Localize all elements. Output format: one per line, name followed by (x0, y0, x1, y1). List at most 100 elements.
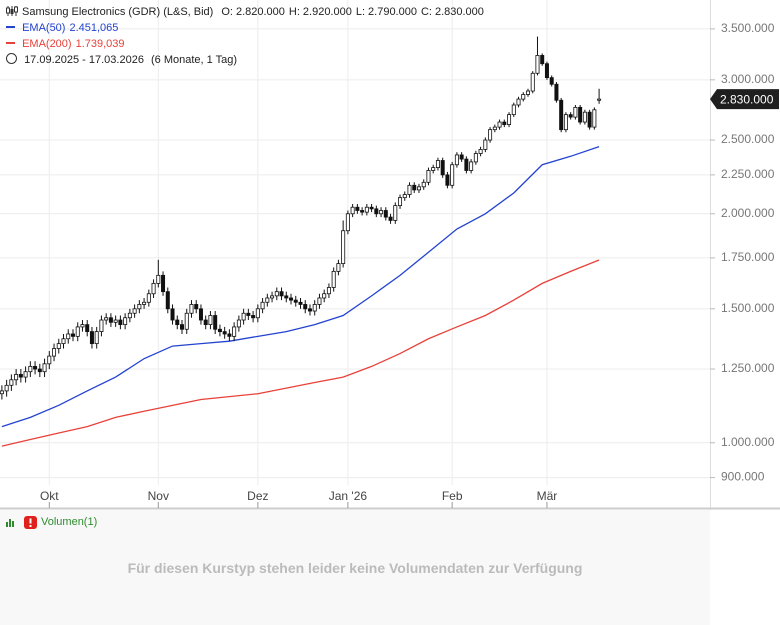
candle-body (137, 304, 142, 310)
candle-body (61, 338, 66, 345)
candle-body (578, 106, 583, 123)
ohlc-value: 2.790.000 (368, 6, 417, 18)
candle-body (516, 98, 521, 106)
legend-swatch (6, 26, 15, 28)
candle-body (255, 308, 260, 319)
candle-body (412, 184, 417, 191)
candle-body (592, 109, 597, 128)
chart: 900.000 1.000.000 1.250.000 1.500.000 1.750.… (0, 0, 780, 510)
ohlc-value: 2.820.000 (235, 6, 285, 18)
x-tick-label: Jan '26 (329, 489, 368, 503)
candle-body (473, 153, 478, 163)
candle-body (407, 184, 412, 195)
y-tick-label: 900.000 (721, 470, 765, 484)
x-tick-label: Nov (148, 489, 169, 503)
candle-body (445, 174, 450, 186)
candle-body (383, 210, 388, 218)
candle-body (274, 291, 279, 297)
candle-body (203, 319, 208, 326)
candle-body (293, 299, 298, 303)
candle-body (151, 282, 156, 295)
candle-body (113, 319, 118, 323)
legend-name: EMA(200) (22, 38, 72, 50)
candle-body (265, 297, 270, 303)
candle-body (369, 206, 374, 210)
candle-body (99, 319, 104, 333)
candle-body (459, 154, 464, 160)
candle-body (416, 186, 421, 191)
candle-body (530, 72, 535, 92)
candle-body (118, 319, 123, 326)
candle-body (75, 326, 80, 337)
candle-body (464, 158, 469, 171)
candle-body (563, 114, 568, 131)
candle-body (431, 167, 436, 171)
y-tick-label: 1.500.000 (721, 301, 775, 315)
period-span: (6 Monate, 1 Tag) (151, 54, 238, 66)
legend-value: 2.451,065 (69, 22, 119, 34)
ohlc-value: 2.830.000 (434, 6, 484, 18)
period: 17.09.2025 - 17.03.2026 (6 Monate, 1 Tag… (6, 52, 241, 68)
y-tick-label: 1.750.000 (721, 250, 775, 264)
volume-axis (711, 510, 780, 625)
candle-body (89, 331, 94, 345)
candle-body (440, 160, 445, 176)
candle-body (326, 287, 331, 295)
candle-body (189, 304, 194, 314)
legend-ema200: EMA(200) 1.739,039 (6, 36, 129, 52)
title: Samsung Electronics (GDR) (L&S, Bid) (22, 6, 214, 18)
candle-body (535, 55, 540, 74)
ohlc-key: H: (288, 6, 300, 18)
candle-body (402, 194, 407, 199)
candle-body (435, 160, 440, 169)
candle-body (270, 295, 275, 299)
candle-body (597, 98, 602, 101)
candle-body (573, 106, 578, 118)
ohlc-key: L: (355, 6, 366, 18)
volume-icons (6, 516, 37, 529)
candle-body (142, 301, 147, 305)
candle-body (345, 213, 350, 232)
candle-body (123, 317, 128, 326)
candle-body (18, 373, 23, 378)
candle-body (549, 77, 554, 85)
candle-body (104, 317, 109, 321)
volume-message: Für diesen Kurstyp stehen leider keine V… (127, 560, 583, 576)
candle-body (227, 333, 232, 337)
candle-body (478, 149, 483, 154)
y-tick-label: 2.500.000 (721, 132, 775, 146)
ohlc-key: O: (221, 6, 233, 18)
candle-body (236, 319, 241, 328)
candle-body (132, 308, 137, 314)
candle-body (303, 304, 308, 310)
candle-body (279, 291, 284, 297)
candle-body (450, 164, 455, 186)
clock-icon (6, 53, 17, 64)
candle-body (393, 205, 398, 221)
candle-body (66, 333, 71, 340)
candle-body (180, 324, 185, 330)
candle-body (52, 348, 57, 357)
candle-body (312, 304, 317, 312)
candle-body (289, 297, 294, 301)
price-tag (710, 89, 779, 110)
candle-body (241, 312, 246, 321)
candle-body (14, 373, 19, 381)
candle-body (502, 121, 507, 125)
x-tick-label: Feb (442, 489, 463, 503)
candle-body (426, 170, 431, 183)
x-tick-label: Mär (537, 489, 558, 503)
candle-body (47, 355, 52, 365)
candle-body (587, 111, 592, 128)
candle-body (544, 63, 549, 79)
y-tick-label: 3.500.000 (721, 21, 775, 35)
ohlc-key: C: (420, 6, 432, 18)
candle-body (80, 324, 85, 328)
candle-body (379, 210, 384, 215)
candle-body (507, 114, 512, 125)
candle-body (483, 139, 488, 150)
x-tick-label: Dez (247, 489, 268, 503)
x-tick-label: Okt (40, 489, 59, 503)
ema-line (1, 259, 600, 447)
